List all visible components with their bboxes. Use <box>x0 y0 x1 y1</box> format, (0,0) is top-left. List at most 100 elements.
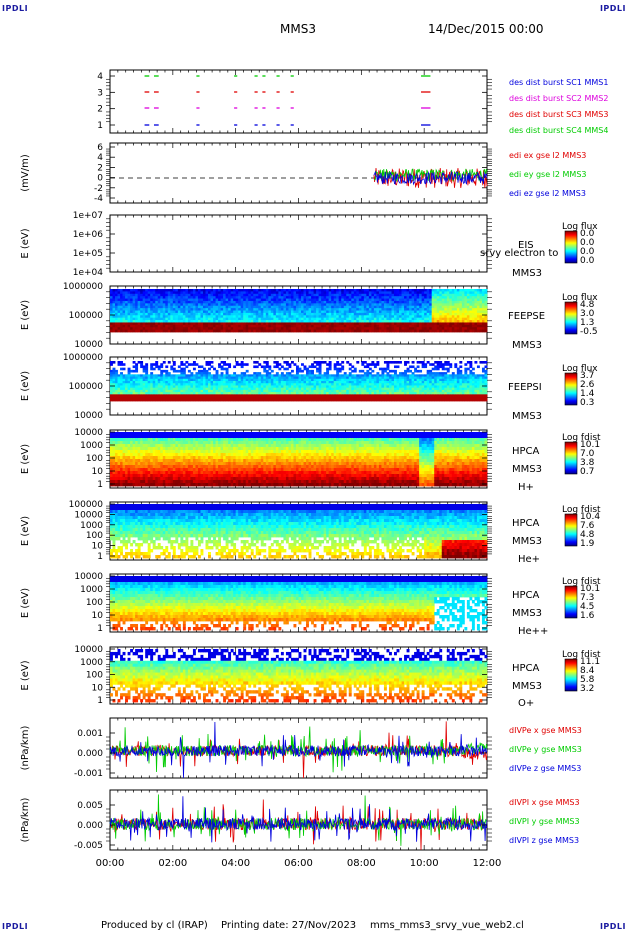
feepse-pixel <box>346 324 350 328</box>
feepse-pixel <box>147 298 151 302</box>
feepsi-pixel <box>371 374 375 377</box>
feepsi-pixel <box>308 365 312 369</box>
feepsi-pixel <box>245 385 249 389</box>
feepse-pixel <box>177 293 181 297</box>
feepsi-pixel <box>295 369 299 373</box>
feepse-pixel <box>388 308 392 311</box>
feepsi-pixel <box>213 394 216 397</box>
feepsi-pixel <box>180 376 184 380</box>
feepse-pixel <box>187 308 191 311</box>
feepse-pixel <box>218 324 221 328</box>
feepsi-pixel <box>373 387 377 391</box>
feepsi-pixel <box>167 387 171 391</box>
feepsi-pixel <box>263 365 267 369</box>
feepse-pixel <box>333 291 337 295</box>
feepse-pixel <box>220 317 224 321</box>
feepse-pixel <box>318 303 322 307</box>
feepsi-pixel <box>290 383 294 386</box>
feepse-pixel <box>318 312 322 316</box>
feepse-pixel <box>280 324 284 328</box>
feepse-pixel <box>120 312 123 316</box>
feepse-pixel <box>150 312 154 316</box>
feepse-pixel <box>303 308 307 311</box>
feepsi-pixel <box>293 392 297 395</box>
feepsi-pixel <box>230 387 234 391</box>
feepse-pixel <box>215 312 219 316</box>
feepse-pixel <box>165 329 169 333</box>
feepse-pixel <box>122 327 126 331</box>
feepse-pixel <box>436 312 440 316</box>
feepsi-pixel <box>185 394 189 397</box>
feepsi-pixel <box>288 392 292 395</box>
feepsi-pixel <box>371 394 375 397</box>
feepse-pixel <box>263 315 267 319</box>
feepse-pixel <box>388 300 392 304</box>
feepse-pixel <box>288 308 292 311</box>
feepsi-pixel <box>110 385 113 389</box>
feepse-pixel <box>127 303 131 307</box>
feepse-pixel <box>368 320 372 323</box>
feepse-pixel <box>343 312 347 316</box>
feepse-pixel <box>112 305 116 309</box>
feepse-pixel <box>416 308 420 311</box>
feepse-pixel <box>419 308 423 311</box>
feepsi-pixel <box>240 363 244 366</box>
feepsi-pixel <box>348 387 352 391</box>
feepsi-pixel <box>283 367 287 371</box>
feepsi-pixel <box>288 381 292 384</box>
feepse-pixel <box>127 298 131 302</box>
feepse-pixel <box>461 317 465 321</box>
feepse-pixel <box>466 310 470 314</box>
feepse-pixel <box>243 300 247 304</box>
feepse-pixel <box>456 324 460 328</box>
feepse-pixel <box>479 308 483 311</box>
feepsi-pixel <box>235 378 239 382</box>
feepse-pixel <box>449 312 453 316</box>
feepse-pixel <box>316 300 320 304</box>
feepse-pixel <box>381 329 385 333</box>
feepsi-pixel <box>132 369 136 373</box>
feepse-pixel <box>351 317 355 321</box>
feepse-pixel <box>268 322 272 326</box>
feepse-pixel <box>238 324 242 328</box>
feepse-pixel <box>406 308 410 311</box>
feepsi-pixel <box>205 361 209 364</box>
feepsi-pixel <box>182 376 186 380</box>
feepse-pixel <box>223 310 227 314</box>
feepsi-pixel <box>117 398 121 402</box>
feepse-pixel <box>228 291 232 295</box>
feepse-pixel <box>378 305 382 309</box>
feepsi-pixel <box>135 381 139 384</box>
feepse-pixel <box>243 308 247 311</box>
feepse-pixel <box>205 320 209 323</box>
feepsi-pixel <box>328 376 332 380</box>
feepse-pixel <box>295 308 299 311</box>
feepsi-pixel <box>213 381 216 384</box>
feepse-pixel <box>157 296 161 299</box>
feepsi-pixel <box>202 392 206 395</box>
feepse-pixel <box>172 308 176 311</box>
feepse-pixel <box>306 308 309 311</box>
feepsi-pixel <box>313 387 317 391</box>
feepse-pixel <box>338 312 342 316</box>
feepse-pixel <box>381 303 385 307</box>
feepse-pixel <box>328 291 332 295</box>
feepse-pixel <box>353 303 357 307</box>
feepsi-pixel <box>343 374 347 377</box>
feepse-pixel <box>190 329 194 333</box>
feepse-pixel <box>110 310 113 314</box>
feepse-pixel <box>429 324 433 328</box>
feepse-pixel <box>190 298 194 302</box>
feepsi-pixel <box>265 385 269 389</box>
feepse-pixel <box>406 320 410 323</box>
feepsi-pixel <box>346 394 350 397</box>
feepsi-pixel <box>175 394 179 397</box>
feepse-pixel <box>263 289 267 292</box>
feepsi-pixel <box>336 385 340 389</box>
feepsi-pixel <box>110 383 113 386</box>
feepsi-pixel <box>348 372 352 375</box>
feepse-pixel <box>137 317 141 321</box>
feepse-pixel <box>243 310 247 314</box>
feepsi-pixel <box>373 392 377 395</box>
feepse-pixel <box>265 310 269 314</box>
